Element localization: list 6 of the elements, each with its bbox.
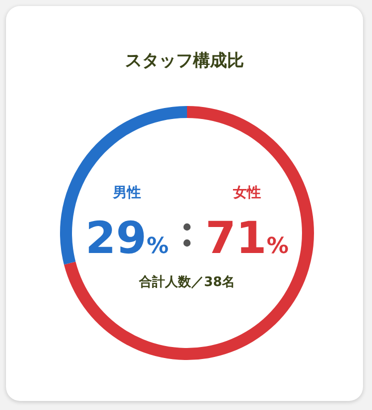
chart-title: スタッフ構成比: [125, 51, 244, 71]
data-label: 71%: [205, 213, 289, 264]
slice-label: 女性: [232, 185, 261, 201]
text: 合計人数／38名: [138, 274, 236, 290]
slice-label: 男性: [112, 185, 141, 201]
data-label: 29%: [85, 213, 169, 264]
